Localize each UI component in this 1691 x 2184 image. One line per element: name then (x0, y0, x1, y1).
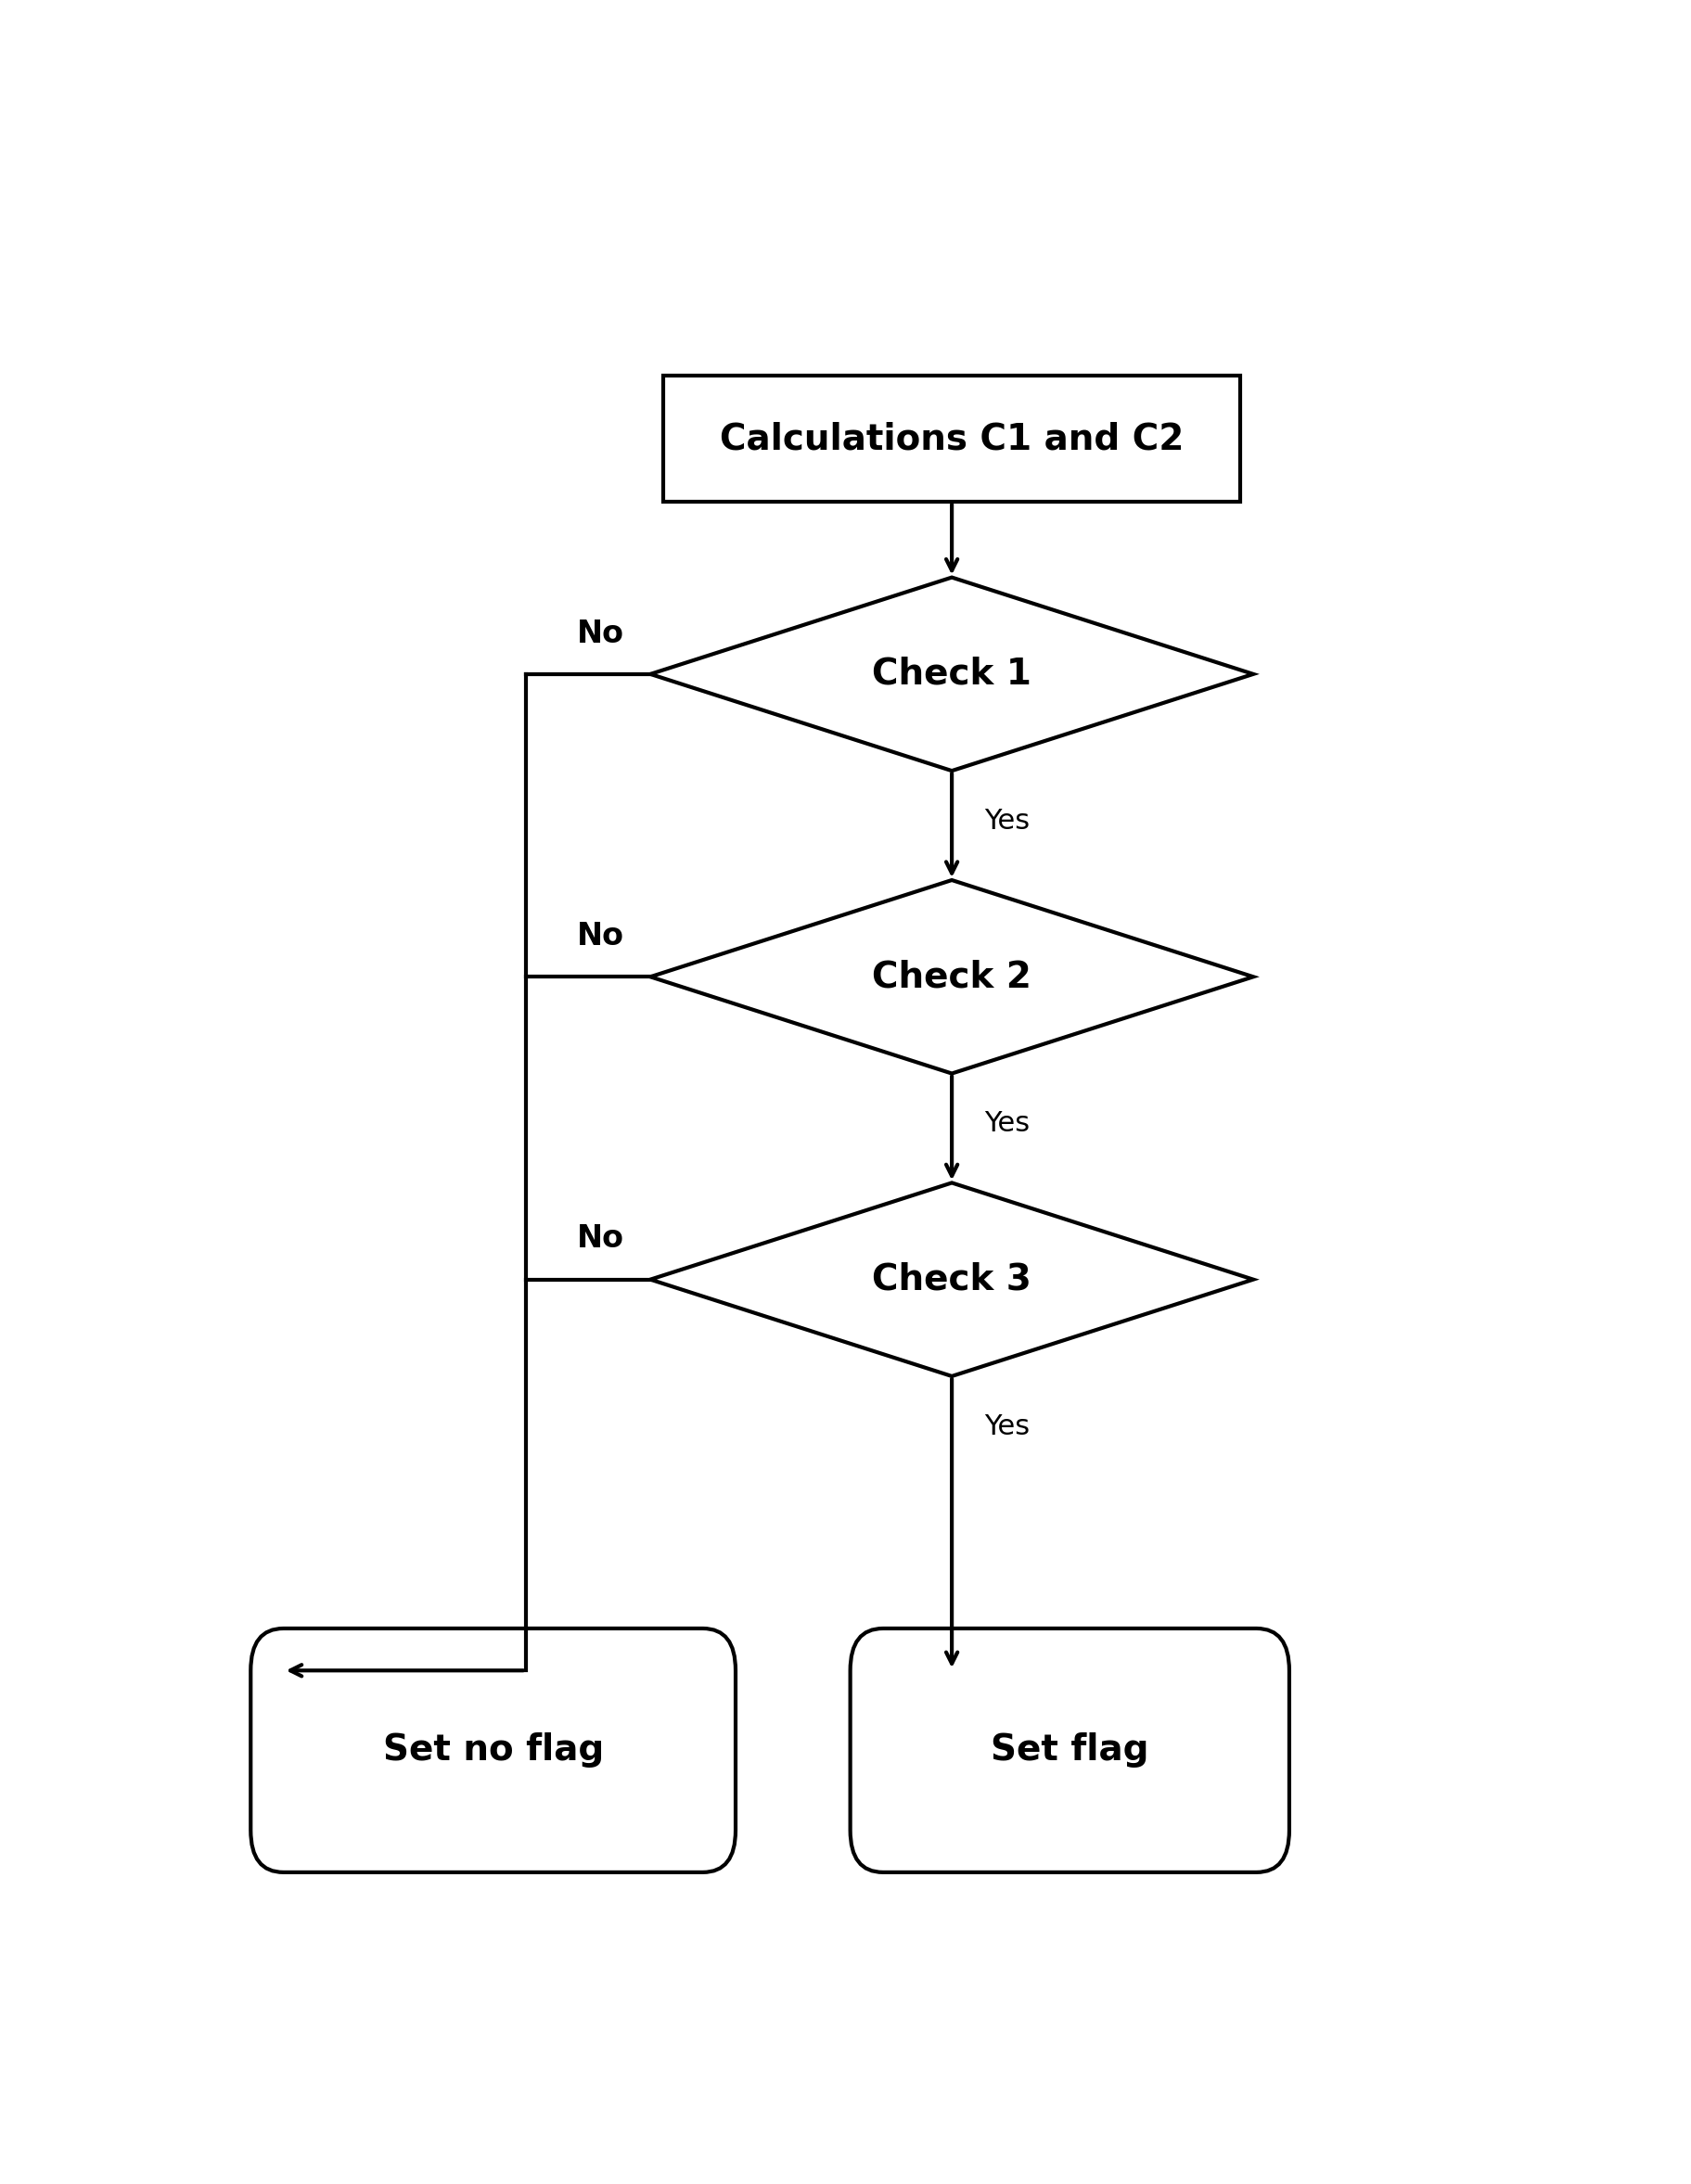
Text: Check 2: Check 2 (873, 959, 1032, 994)
Text: Set no flag: Set no flag (382, 1732, 604, 1769)
Text: No: No (577, 922, 624, 952)
Polygon shape (651, 880, 1253, 1075)
FancyBboxPatch shape (851, 1629, 1289, 1872)
Text: Yes: Yes (984, 1413, 1030, 1439)
Polygon shape (651, 577, 1253, 771)
Polygon shape (651, 1184, 1253, 1376)
Text: Calculations C1 and C2: Calculations C1 and C2 (720, 422, 1184, 456)
Text: Set flag: Set flag (991, 1732, 1148, 1769)
Text: No: No (577, 1223, 624, 1254)
FancyBboxPatch shape (663, 376, 1240, 502)
FancyBboxPatch shape (250, 1629, 736, 1872)
Text: Check 1: Check 1 (873, 657, 1032, 692)
Text: Check 3: Check 3 (873, 1262, 1032, 1297)
Text: No: No (577, 618, 624, 649)
Text: Yes: Yes (984, 808, 1030, 834)
Text: Yes: Yes (984, 1109, 1030, 1138)
